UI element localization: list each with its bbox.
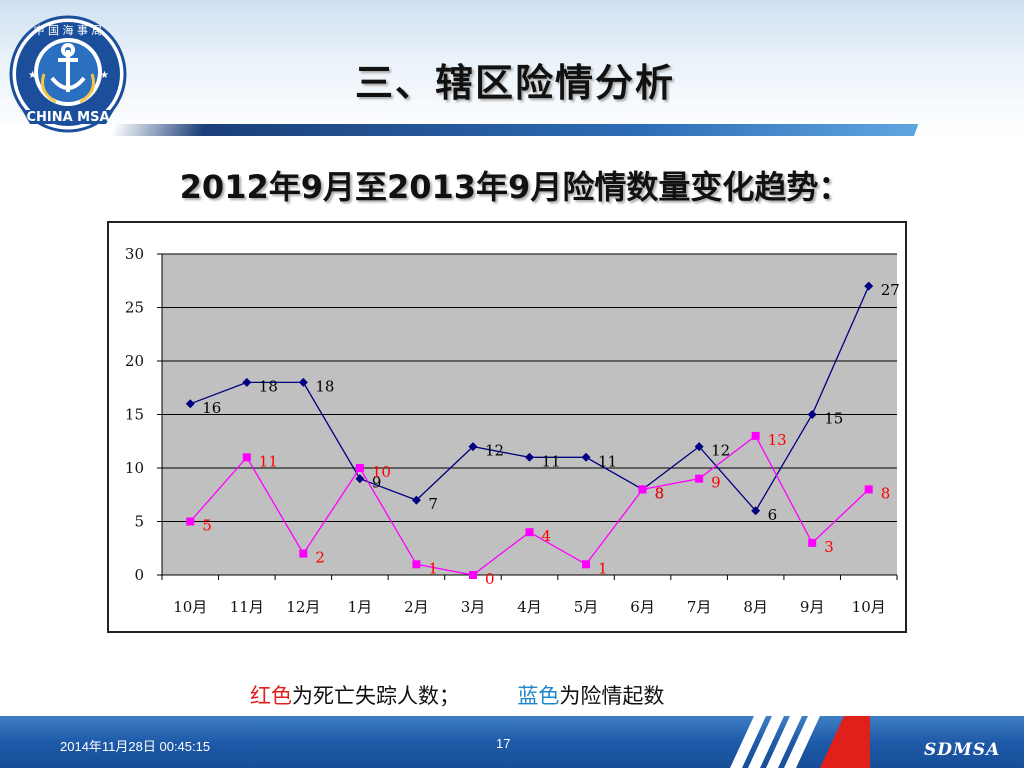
series-2-point	[864, 485, 873, 494]
x-tick-label: 9月	[800, 598, 825, 616]
series-2-point	[525, 528, 534, 537]
series-1-data-label: 9	[372, 474, 382, 492]
y-tick-label: 15	[125, 406, 144, 424]
x-tick-label: 11月	[230, 598, 264, 616]
series-2-point	[808, 538, 817, 547]
legend-red-text: 为死亡失踪人数；	[292, 684, 460, 708]
series-1-data-label: 11	[542, 452, 561, 470]
header-background	[0, 0, 1024, 135]
y-tick-label: 10	[125, 459, 144, 477]
header-stripe	[0, 124, 919, 136]
x-tick-label: 3月	[461, 598, 486, 616]
x-tick-label: 7月	[687, 598, 712, 616]
x-tick-label: 1月	[348, 598, 373, 616]
footer-brand: SDMSA	[924, 740, 1001, 760]
series-2-point	[299, 549, 308, 558]
series-2-data-label: 11	[259, 452, 278, 470]
series-2-data-label: 0	[485, 570, 495, 588]
series-2-data-label: 5	[202, 517, 212, 535]
series-1-point	[411, 495, 421, 505]
series-2-data-label: 1	[598, 559, 608, 577]
x-tick-label: 6月	[630, 598, 655, 616]
x-tick-label: 12月	[286, 598, 320, 616]
series-2-data-label: 9	[711, 474, 721, 492]
series-1-data-label: 27	[881, 281, 900, 299]
legend-note: 红色为死亡失踪人数； 蓝色为险情起数	[250, 680, 770, 710]
x-tick-label: 5月	[574, 598, 599, 616]
series-1-data-label: 8	[655, 484, 665, 502]
series-2-point	[242, 453, 251, 462]
series-1-point	[581, 452, 591, 462]
series-2-data-label: 8	[655, 484, 665, 502]
series-2-data-label: 4	[542, 527, 552, 545]
logo-brand-text: CHINA MSA	[26, 110, 109, 125]
x-tick-label: 10月	[173, 598, 207, 616]
page-number: 17	[496, 736, 511, 751]
slide-title: 三、辖区险情分析	[354, 61, 675, 105]
y-tick-label: 25	[125, 299, 144, 317]
series-2-point	[638, 485, 647, 494]
series-2-point	[412, 560, 421, 569]
series-2-data-label: 13	[768, 431, 787, 449]
series-2-data-label: 3	[824, 538, 834, 556]
series-1-data-label: 18	[315, 377, 334, 395]
series-1-point	[242, 377, 252, 387]
chart-frame: 0 5 10 15 20 25 30 10月 11月 12月 1月 2月 3月 4月 5月 6月 7月 8月 9月 1…	[107, 221, 907, 633]
series-1-data-label: 12	[485, 442, 504, 460]
series-2-point	[751, 431, 760, 440]
series-2-point	[468, 571, 477, 579]
legend-red-word: 红色	[250, 684, 292, 708]
x-tick-label: 10月	[852, 598, 886, 616]
series-1-point	[355, 474, 365, 484]
series-1-point	[694, 442, 704, 452]
series-2-data-label: 8	[881, 484, 891, 502]
series-2-point	[695, 474, 704, 483]
series-1-point	[298, 377, 308, 387]
series-1-point	[525, 452, 534, 462]
series-1-data-label: 15	[824, 410, 843, 428]
y-tick-label: 30	[125, 245, 144, 263]
y-tick-label: 20	[125, 352, 144, 370]
series-1-data-label: 16	[202, 399, 221, 417]
series-2-data-label: 1	[428, 559, 438, 577]
series-2-point	[186, 517, 195, 526]
series-1-data-label: 7	[428, 495, 438, 513]
series-1-data-label: 6	[768, 506, 778, 524]
footer-datetime: 2014年11月28日 00:45:15	[60, 739, 211, 754]
series-1-point	[807, 410, 817, 419]
star-icon: ★	[100, 70, 109, 81]
series-2-point	[355, 464, 364, 472]
footer-stripes	[730, 716, 870, 768]
legend-blue-word: 蓝色	[517, 684, 560, 708]
series-1-point	[468, 442, 478, 452]
x-tick-label: 4月	[517, 598, 542, 616]
china-msa-logo: 中 国 海 事 局 CHINA MSA ★ ★	[9, 15, 127, 133]
chart-subtitle: 2012年9月至2013年9月险情数量变化趋势：	[179, 168, 851, 206]
series-1-data-label: 12	[711, 442, 730, 460]
x-tick-label: 8月	[743, 598, 768, 616]
y-tick-label: 0	[134, 566, 144, 584]
series-2-data-label: 2	[315, 549, 325, 567]
series-1-point	[751, 506, 761, 516]
logo-org-text: 中 国 海 事 局	[34, 23, 103, 37]
series-1-point	[185, 399, 195, 409]
series-1-data-label: 11	[598, 452, 617, 470]
legend-blue-text: 为险情起数	[559, 684, 665, 708]
y-tick-label: 5	[134, 513, 144, 531]
x-tick-label: 2月	[404, 598, 429, 616]
anchor-icon	[50, 43, 86, 92]
series-1-point	[864, 281, 874, 291]
star-icon: ★	[28, 70, 37, 81]
series-2-point	[582, 560, 591, 569]
series-1-data-label: 18	[259, 377, 278, 395]
series-2-data-label: 10	[372, 463, 391, 481]
